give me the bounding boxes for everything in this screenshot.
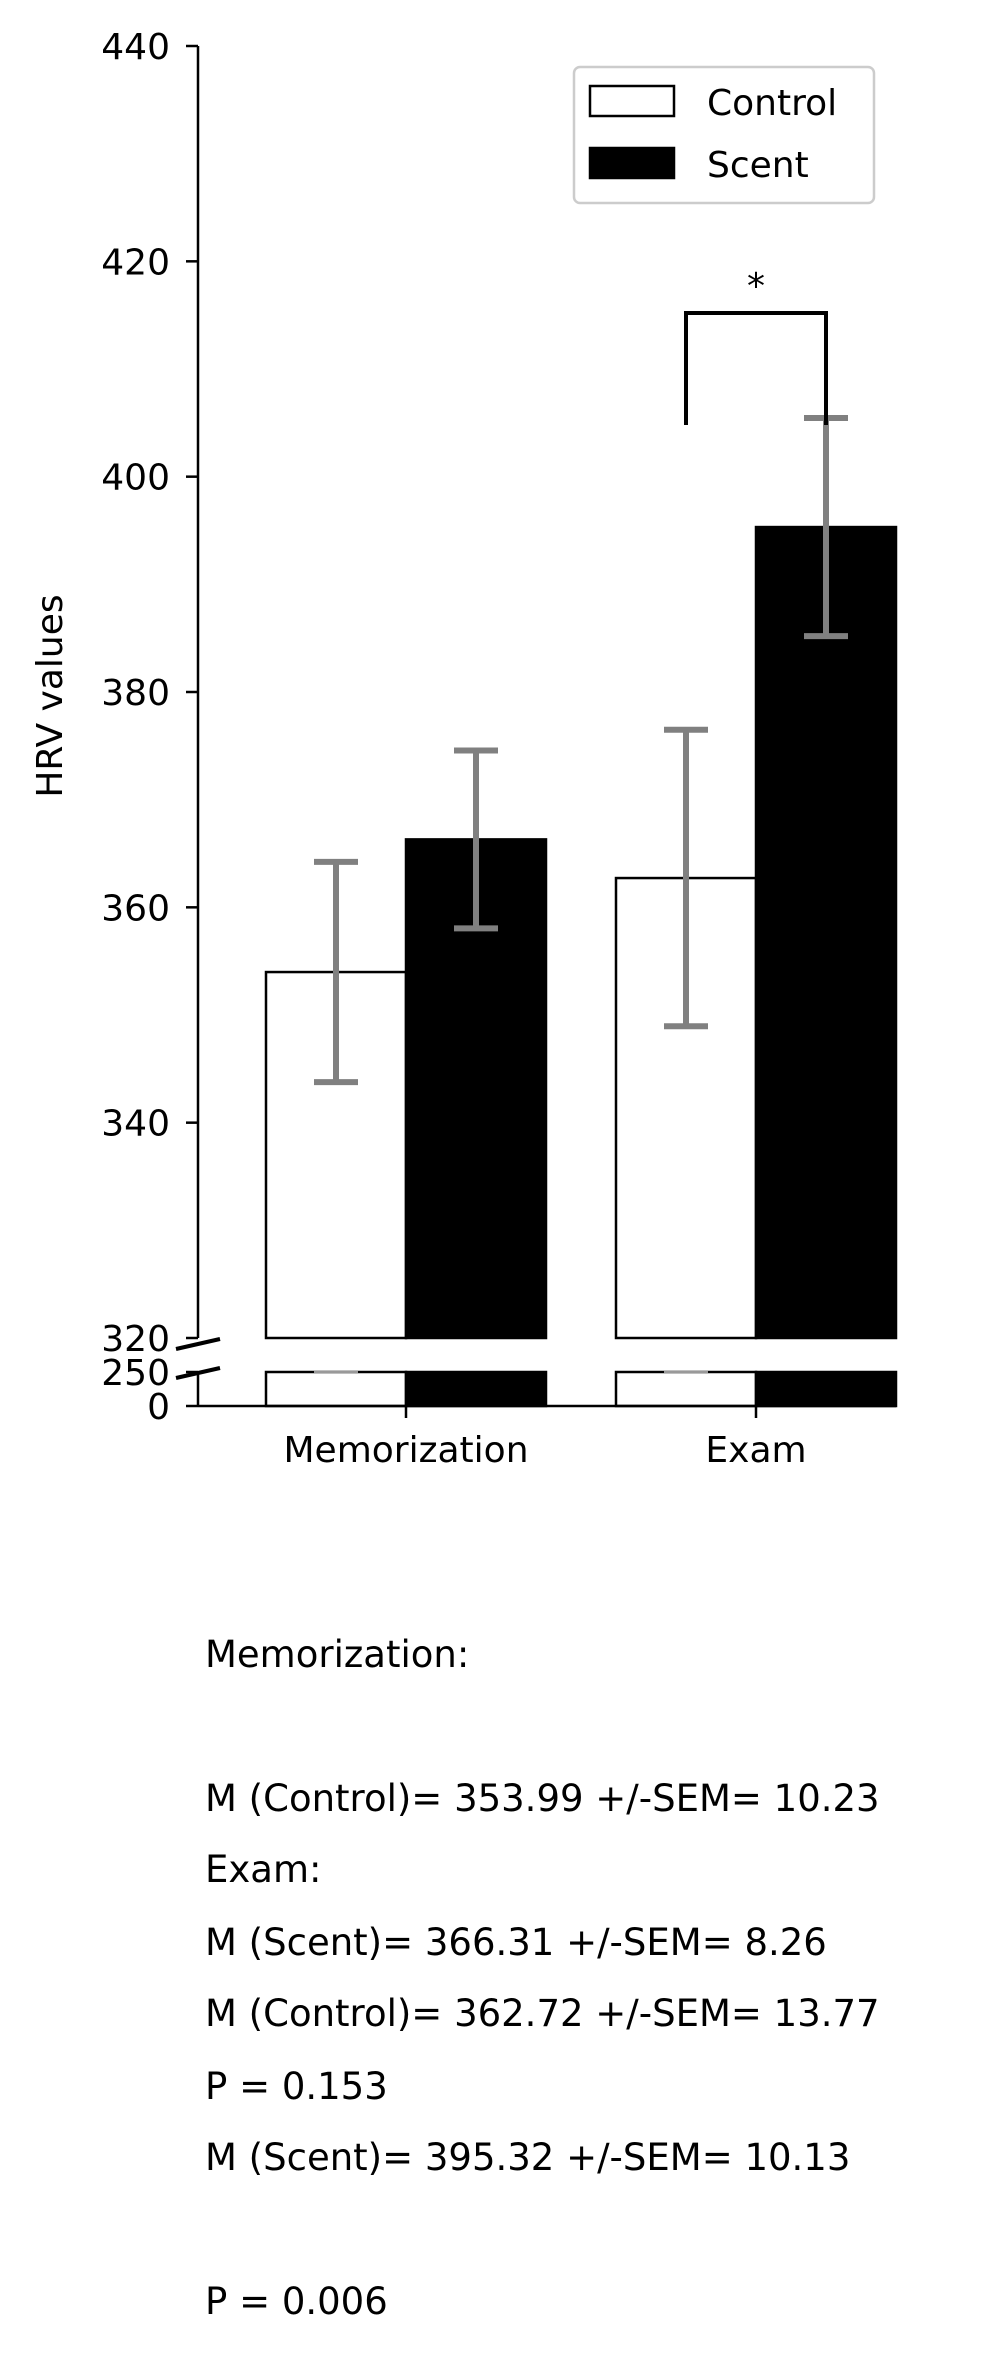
x-ticks: Memorization Exam <box>283 1406 807 1471</box>
bars <box>264 525 898 1408</box>
bar-lower-control-memorization <box>264 1370 408 1408</box>
axis-break-mark-bottom <box>175 1366 221 1380</box>
y-tick-label: 360 <box>101 888 170 929</box>
error-bars <box>314 414 848 1373</box>
y-tick-label: 400 <box>101 458 170 499</box>
legend-swatch-control <box>588 84 676 118</box>
legend-label-scent: Scent <box>707 145 809 186</box>
significance-bracket: * <box>684 266 828 425</box>
axis-break-mark-top <box>175 1337 221 1351</box>
bar-lower-control-exam <box>614 1370 758 1408</box>
stats-exam-scent: M (Scent)= 395.32 +/-SEM= 10.13 <box>205 2136 851 2179</box>
stats-exam-control: M (Control)= 362.72 +/-SEM= 13.77 <box>205 1992 880 2035</box>
stats-memorization-title: Memorization: <box>205 1633 470 1676</box>
y-tick-label: 340 <box>101 1104 170 1145</box>
stats-exam-p: P = 0.006 <box>205 2280 388 2323</box>
significance-bracket-line <box>684 311 828 425</box>
bar-lower-scent-memorization <box>404 1370 548 1408</box>
legend-swatch-scent <box>588 146 676 180</box>
y-tick-label: 420 <box>101 242 170 283</box>
upper-y-ticks: 320 340 360 380 400 420 440 <box>101 27 198 1360</box>
x-tick-label: Memorization <box>283 1430 528 1471</box>
axes <box>175 46 896 1408</box>
y-tick-label: 0 <box>147 1387 170 1428</box>
stats-exam-title: Exam: <box>205 1848 322 1891</box>
y-tick-label: 380 <box>101 673 170 714</box>
stats-memorization-scent: M (Scent)= 366.31 +/-SEM= 8.26 <box>205 1921 827 1964</box>
legend: Control Scent <box>572 65 876 205</box>
y-tick-label: 320 <box>101 1319 170 1360</box>
stats-exam: Exam: M (Control)= 362.72 +/-SEM= 13.77 … <box>205 1750 880 2374</box>
stats-memorization: Memorization: M (Control)= 353.99 +/-SEM… <box>205 1535 880 2159</box>
bar-lower-scent-exam <box>754 1370 898 1408</box>
y-tick-label: 250 <box>101 1353 170 1394</box>
significance-star: * <box>747 266 765 307</box>
stats-memorization-control: M (Control)= 353.99 +/-SEM= 10.23 <box>205 1777 880 1820</box>
x-tick-label: Exam <box>705 1430 806 1471</box>
legend-label-control: Control <box>707 83 837 124</box>
bar-scent-exam <box>754 525 898 1340</box>
y-tick-label: 440 <box>101 27 170 68</box>
y-axis-label: HRV values <box>30 594 71 797</box>
